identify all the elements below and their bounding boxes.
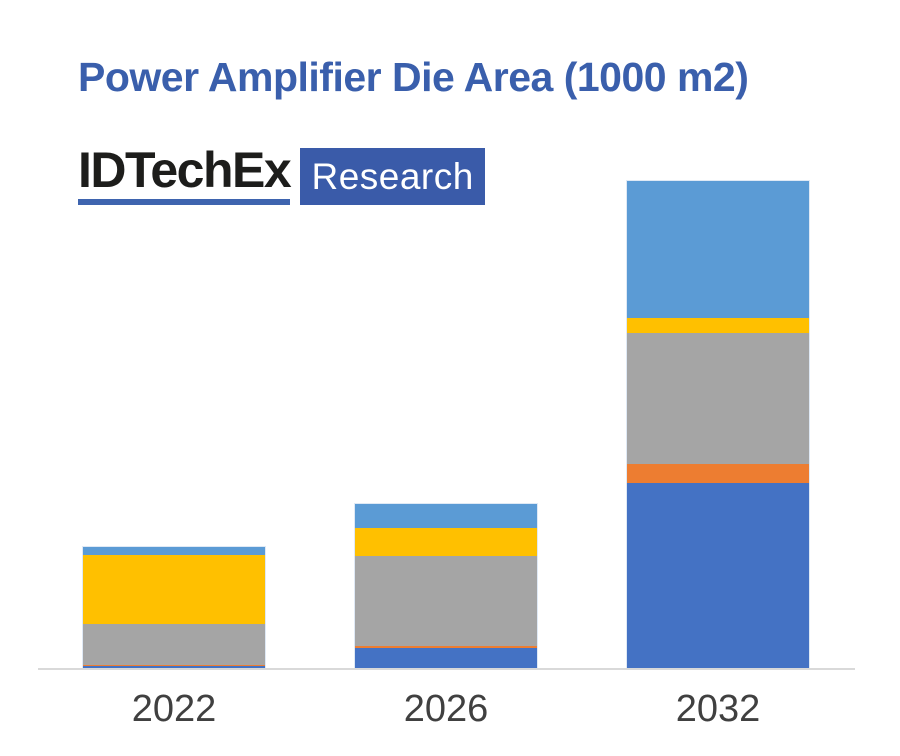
x-axis-line [38,668,855,670]
bar-segment-blue-bottom-segment [627,483,809,669]
chart-title: Power Amplifier Die Area (1000 m2) [78,54,749,100]
bar-segment-orange-segment [627,464,809,483]
stacked-bar-2026 [354,502,538,670]
bar-segment-lightblue-top-segment [355,503,537,528]
bar-segment-gray-segment [83,624,265,665]
x-tick-label-2026: 2026 [403,688,489,730]
idtechex-wordmark: IDTechEx [78,145,292,205]
bar-segment-orange-segment [355,645,537,648]
stacked-bar-2022 [82,546,266,670]
x-tick-label-2022: 2022 [131,688,217,730]
bar-segment-gray-segment [627,333,809,464]
idtechex-logo: IDTechEx Research [78,145,486,205]
bar-segment-orange-segment [83,665,265,666]
bar-segment-lightblue-top-segment [627,181,809,318]
bar-segment-gray-segment [355,555,537,646]
bar-segment-yellow-segment [355,527,537,556]
bar-segment-lightblue-top-segment [83,547,265,555]
bar-segment-blue-bottom-segment [83,666,265,669]
x-tick-label-2032: 2032 [675,688,761,730]
stacked-bar-2032 [626,180,810,670]
bar-segment-yellow-segment [627,318,809,333]
bar-segment-blue-bottom-segment [355,648,537,669]
bar-segment-yellow-segment [83,555,265,624]
research-badge: Research [300,148,486,205]
